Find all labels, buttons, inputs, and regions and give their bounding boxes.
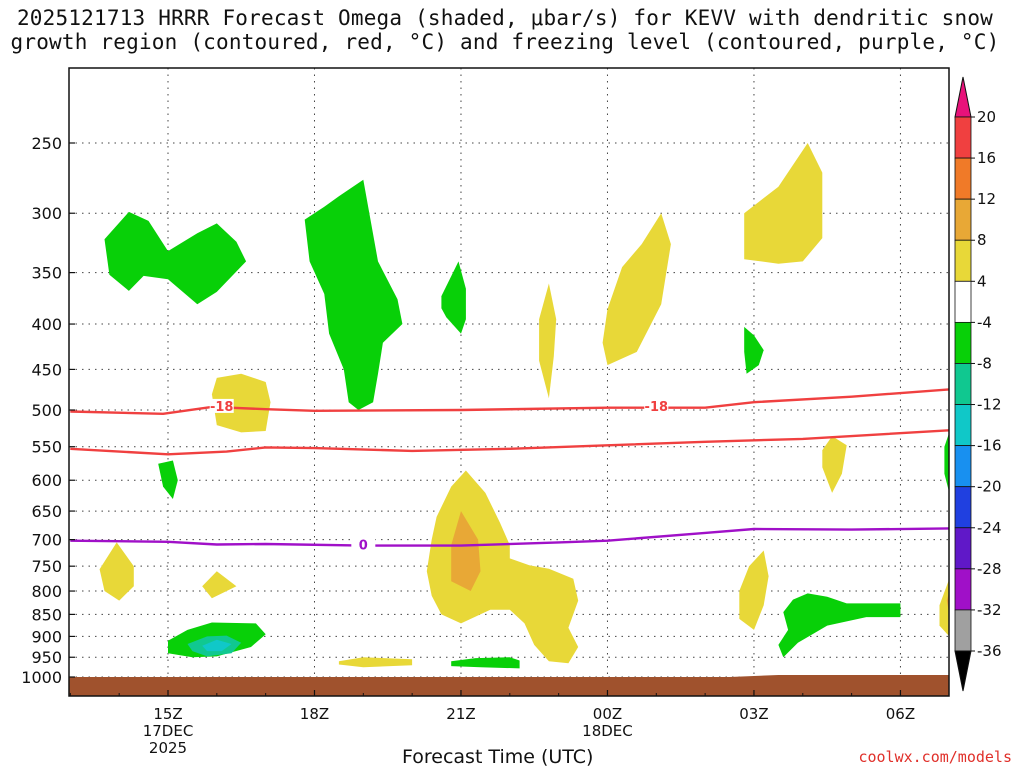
y-tick-label: 350 xyxy=(31,264,62,283)
y-tick-label: 900 xyxy=(31,627,62,646)
contour-labels: -18 -18 0 xyxy=(209,398,669,554)
colorbar-bin xyxy=(954,609,972,652)
colorbar-top-arrow xyxy=(954,76,972,118)
contour-label-bg xyxy=(351,537,376,552)
colorbar-label: -4 xyxy=(977,313,992,331)
colorbar-label: -32 xyxy=(977,601,1002,619)
x-axis-title: Forecast Time (UTC) xyxy=(402,746,594,768)
x-tick-label: 15Z xyxy=(153,705,182,723)
dgz-contour-line xyxy=(70,429,949,456)
omega-region xyxy=(99,542,134,601)
omega-colorbar: 20 16 12 8 4 -4 -8 -12 -16 -20 -24 -28 -32 -36 xyxy=(954,76,1002,692)
y-tick-label: 300 xyxy=(31,204,62,223)
y-tick-label: 250 xyxy=(31,134,62,153)
terrain-layer xyxy=(69,675,949,696)
omega-region xyxy=(944,433,949,492)
colorbar-bin xyxy=(954,239,972,282)
colorbar-label: -20 xyxy=(977,478,1002,496)
chart-title: 2025121713 HRRR Forecast Omega (shaded, … xyxy=(0,6,1010,54)
colorbar-bin xyxy=(954,527,972,570)
colorbar-bin xyxy=(954,157,972,200)
contour-lines xyxy=(70,388,949,547)
colorbar-label: 20 xyxy=(977,108,996,126)
colorbar-bin xyxy=(954,486,972,529)
omega-region xyxy=(744,143,823,264)
omega-shading xyxy=(99,143,949,669)
colorbar-bin xyxy=(954,198,972,241)
omega-region xyxy=(158,460,178,499)
y-tick-label: 800 xyxy=(31,582,62,601)
omega-region xyxy=(338,657,413,668)
omega-region xyxy=(304,179,403,410)
colorbar-label: -36 xyxy=(977,642,1002,660)
dgz-contour-line xyxy=(70,388,949,415)
colorbar-label: 4 xyxy=(977,272,987,290)
contour-label-bg xyxy=(644,398,669,413)
y-tick-label: 500 xyxy=(31,401,62,420)
colorbar-bin xyxy=(954,321,972,364)
colorbar-bin xyxy=(954,280,972,323)
colorbar-bin xyxy=(954,445,972,488)
omega-region xyxy=(202,639,232,652)
y-tick-label: 550 xyxy=(31,438,62,457)
omega-region xyxy=(211,373,271,433)
colorbar-label: -16 xyxy=(977,437,1002,455)
x-tick-date: 18DEC xyxy=(582,722,633,740)
y-tick-label: 850 xyxy=(31,605,62,624)
x-tick-label: 21Z xyxy=(446,705,475,723)
y-tick-label: 600 xyxy=(31,471,62,490)
y-tick-label: 950 xyxy=(31,648,62,667)
colorbar-label: 16 xyxy=(977,149,996,167)
y-tick-label: 700 xyxy=(31,531,62,550)
y-tick-label: 750 xyxy=(31,557,62,576)
colorbar-bin xyxy=(954,363,972,405)
pressure-axis: 250 300 350 400 450 500 550 600 650 700 750 800 850 9… xyxy=(21,134,75,687)
omega-region xyxy=(822,436,847,493)
title-line-1: 2025121713 HRRR Forecast Omega (shaded, … xyxy=(16,6,994,30)
terrain-fill xyxy=(69,675,949,696)
colorbar-label: -28 xyxy=(977,560,1002,578)
contour-label: 0 xyxy=(359,539,368,554)
omega-region xyxy=(441,261,466,334)
omega-region xyxy=(539,283,557,399)
x-tick-year: 2025 xyxy=(149,739,187,757)
omega-region xyxy=(778,593,901,658)
y-tick-label: 450 xyxy=(31,360,62,379)
x-tick-date: 17DEC xyxy=(143,722,194,740)
x-tick-label: 03Z xyxy=(739,705,768,723)
colorbar-label: -24 xyxy=(977,519,1002,537)
omega-region xyxy=(202,571,237,599)
colorbar-bottom-arrow xyxy=(954,650,972,692)
y-tick-label: 1000 xyxy=(21,668,62,687)
colorbar-label: -8 xyxy=(977,354,992,372)
colorbar-label: -12 xyxy=(977,396,1002,414)
site-credit[interactable]: coolwx.com/models xyxy=(858,748,1012,766)
plot-frame xyxy=(68,67,950,697)
freezing-level-line xyxy=(70,527,949,547)
omega-region xyxy=(739,550,769,630)
omega-region xyxy=(451,511,481,591)
title-line-2: growth region (contoured, red, °C) and f… xyxy=(10,30,1000,54)
omega-region xyxy=(744,326,764,374)
colorbar-bin xyxy=(954,116,972,159)
omega-region xyxy=(451,657,520,669)
y-tick-label: 400 xyxy=(31,315,62,334)
x-tick-label: 06Z xyxy=(886,705,915,723)
colorbar-bin xyxy=(954,404,972,447)
y-tick-label: 650 xyxy=(31,502,62,521)
colorbar-bin xyxy=(954,568,972,611)
omega-region xyxy=(939,579,949,637)
omega-region xyxy=(104,211,247,305)
contour-label: -18 xyxy=(645,400,669,415)
grid-lines xyxy=(69,68,949,696)
x-tick-label: 00Z xyxy=(593,705,622,723)
x-tick-label: 18Z xyxy=(300,705,329,723)
colorbar-label: 8 xyxy=(977,231,987,249)
contour-label-bg xyxy=(209,398,234,413)
colorbar-label: 12 xyxy=(977,190,996,208)
omega-region xyxy=(602,213,671,366)
contour-label: -18 xyxy=(210,400,234,415)
